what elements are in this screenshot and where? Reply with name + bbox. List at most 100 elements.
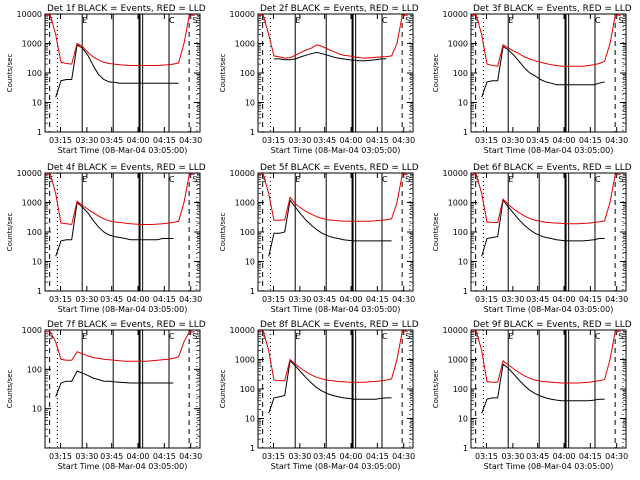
- y-tick-label: 10: [32, 258, 42, 267]
- x-tick-label: 03:15: [475, 452, 498, 461]
- corner-label: E: [295, 332, 300, 341]
- series-line: [55, 43, 179, 98]
- x-tick-label: 03:30: [501, 136, 524, 145]
- corner-label: E: [508, 16, 513, 25]
- corner-label: E: [508, 332, 513, 341]
- corner-label: S: [48, 16, 53, 25]
- plot-frame: [470, 172, 627, 292]
- chart-panel-5: Det 5f BLACK = Events, RED = LLD S E C S 1 10 1…: [219, 163, 419, 314]
- corner-label: S: [192, 332, 197, 341]
- panel-title: Det 6f BLACK = Events, RED = LLD: [473, 163, 632, 173]
- x-tick-label: 03:15: [262, 295, 285, 304]
- corner-label: S: [48, 332, 53, 341]
- corner-label: S: [192, 16, 197, 25]
- x-axis-label: Start Time (08-Mar-04 03:05:00): [271, 305, 401, 314]
- x-tick-label: 03:15: [475, 295, 498, 304]
- y-tick-label: 1000: [448, 199, 468, 208]
- series-line: [258, 173, 408, 222]
- x-tick-label: 04:00: [339, 452, 362, 461]
- y-tick-label: 1000: [22, 40, 42, 49]
- x-tick-label: 03:45: [100, 452, 123, 461]
- y-tick-label: 10: [245, 258, 255, 267]
- x-tick-label: 04:00: [126, 452, 149, 461]
- corner-label: C: [169, 175, 175, 184]
- y-axis-label: Counts/sec: [219, 213, 227, 252]
- panel-title: Det 1f BLACK = Events, RED = LLD: [47, 4, 206, 14]
- x-axis-label: Start Time (08-Mar-04 03:05:00): [271, 462, 401, 471]
- y-axis-label: Counts/sec: [6, 54, 14, 93]
- plot-frame: [44, 329, 201, 449]
- y-tick-label: 10: [458, 415, 468, 424]
- x-tick-label: 03:45: [313, 452, 336, 461]
- corner-label: E: [82, 16, 87, 25]
- panel-title: Det 7f BLACK = Events, RED = LLD: [47, 320, 206, 330]
- panel-title: Det 2f BLACK = Events, RED = LLD: [260, 4, 419, 14]
- x-axis-label: Start Time (08-Mar-04 03:05:00): [58, 146, 188, 155]
- y-tick-label: 10000: [443, 169, 468, 178]
- corner-label: S: [474, 16, 479, 25]
- x-axis-label: Start Time (08-Mar-04 03:05:00): [58, 305, 188, 314]
- y-axis-label: Counts/sec: [6, 213, 14, 252]
- x-tick-label: 04:15: [366, 452, 389, 461]
- y-tick-label: 100: [240, 69, 255, 78]
- x-tick-label: 03:30: [288, 136, 311, 145]
- y-tick-label: 1: [463, 287, 468, 296]
- x-tick-label: 03:30: [75, 136, 98, 145]
- x-tick-label: 03:45: [100, 295, 123, 304]
- y-tick-label: 10: [245, 99, 255, 108]
- plot-frame: [470, 13, 627, 133]
- x-tick-label: 04:30: [605, 452, 628, 461]
- x-tick-label: 04:15: [153, 452, 176, 461]
- y-tick-label: 100: [27, 69, 42, 78]
- series-line: [45, 14, 195, 66]
- x-tick-label: 03:30: [288, 295, 311, 304]
- x-axis-label: Start Time (08-Mar-04 03:05:00): [484, 462, 614, 471]
- chart-panel-1: Det 1f BLACK = Events, RED = LLD S E C S 1 10 1…: [6, 4, 206, 155]
- x-tick-label: 03:45: [526, 452, 549, 461]
- series-line: [45, 173, 195, 226]
- corner-label: S: [474, 332, 479, 341]
- y-tick-label: 1000: [448, 356, 468, 365]
- plot-frame: [257, 172, 414, 292]
- corner-label: S: [192, 175, 197, 184]
- y-tick-label: 10000: [443, 10, 468, 19]
- x-tick-label: 03:30: [75, 295, 98, 304]
- y-tick-label: 1: [37, 287, 42, 296]
- y-tick-label: 10: [458, 258, 468, 267]
- y-tick-label: 1000: [22, 199, 42, 208]
- y-tick-label: 10000: [230, 326, 255, 335]
- y-tick-label: 10000: [230, 10, 255, 19]
- chart-panel-4: Det 4f BLACK = Events, RED = LLD S E C S 1 10 1…: [6, 163, 206, 314]
- x-tick-label: 03:30: [501, 295, 524, 304]
- x-tick-label: 04:15: [366, 295, 389, 304]
- x-tick-label: 04:30: [179, 295, 202, 304]
- y-axis-label: Counts/sec: [432, 213, 440, 252]
- plot-frame: [470, 329, 627, 449]
- plot-frame: [257, 329, 414, 449]
- x-tick-label: 04:30: [605, 295, 628, 304]
- corner-label: S: [48, 175, 53, 184]
- x-axis-label: Start Time (08-Mar-04 03:05:00): [58, 462, 188, 471]
- corner-label: C: [169, 332, 175, 341]
- corner-label: E: [295, 16, 300, 25]
- x-tick-label: 03:45: [100, 136, 123, 145]
- chart-panel-3: Det 3f BLACK = Events, RED = LLD S E C S 1 10 1…: [432, 4, 632, 155]
- plot-frame: [44, 13, 201, 133]
- x-tick-label: 04:15: [579, 295, 602, 304]
- x-tick-label: 04:30: [392, 452, 415, 461]
- corner-label: S: [405, 175, 410, 184]
- plot-frame: [44, 172, 201, 292]
- series-line: [481, 198, 605, 257]
- corner-label: S: [261, 16, 266, 25]
- panel-title: Det 4f BLACK = Events, RED = LLD: [47, 163, 206, 173]
- series-line: [471, 173, 621, 225]
- x-axis-label: Start Time (08-Mar-04 03:05:00): [484, 146, 614, 155]
- chart-panel-9: Det 9f BLACK = Events, RED = LLD S E C S 1 10 1…: [432, 320, 632, 471]
- y-tick-label: 1000: [235, 356, 255, 365]
- y-tick-label: 1000: [235, 199, 255, 208]
- series-line: [268, 359, 392, 414]
- y-axis-label: Counts/sec: [219, 54, 227, 93]
- x-tick-label: 03:15: [262, 452, 285, 461]
- corner-label: C: [382, 175, 388, 184]
